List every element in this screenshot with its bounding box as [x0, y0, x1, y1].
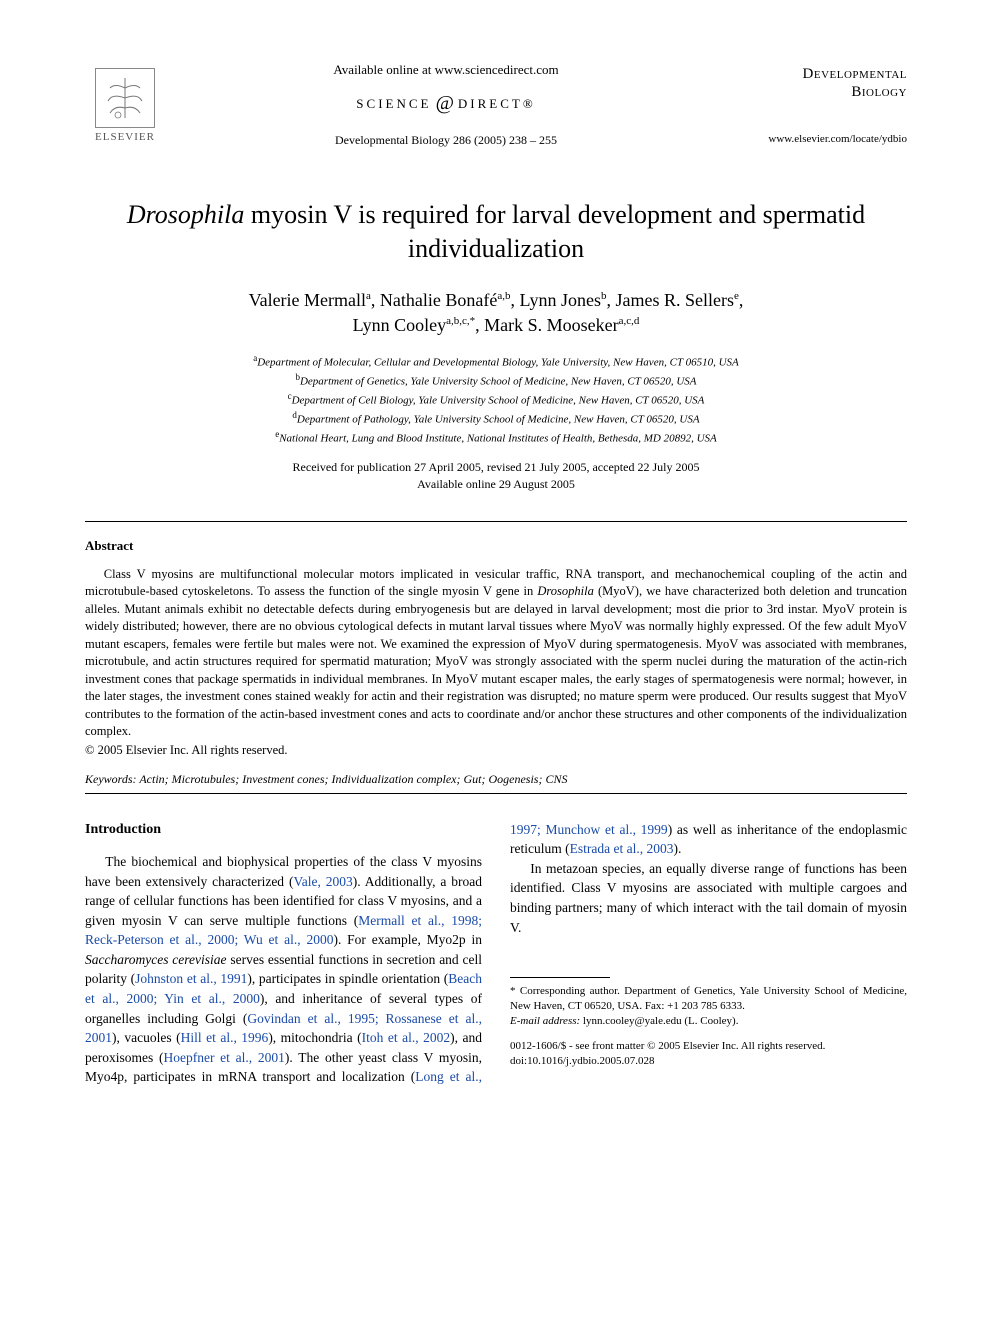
corresponding-author: * Corresponding author. Department of Ge… — [510, 984, 907, 1014]
ref-link[interactable]: Vale, 2003 — [293, 874, 352, 889]
science-direct-logo: SCIENCE @ DIRECT® — [165, 92, 727, 115]
body-section: Introduction The biochemical and biophys… — [85, 820, 907, 1087]
online-date: Available online 29 August 2005 — [417, 477, 575, 491]
title-rest: myosin V is required for larval developm… — [244, 200, 865, 263]
received-date: Received for publication 27 April 2005, … — [293, 460, 700, 474]
divider-top — [85, 521, 907, 522]
keywords: Keywords: Actin; Microtubules; Investmen… — [85, 772, 907, 787]
ref-link[interactable]: Hoepfner et al., 2001 — [163, 1050, 284, 1065]
author-6: Mark S. Mooseker — [484, 315, 618, 335]
header-row: ELSEVIER Available online at www.science… — [85, 60, 907, 150]
copyright: © 2005 Elsevier Inc. All rights reserved… — [85, 743, 907, 758]
introduction-heading: Introduction — [85, 820, 482, 840]
sd-right: DIRECT® — [458, 96, 536, 112]
affiliations: aDepartment of Molecular, Cellular and D… — [85, 352, 907, 447]
keywords-text: Actin; Microtubules; Investment cones; I… — [137, 772, 568, 786]
title-italic: Drosophila — [127, 200, 245, 229]
dates: Received for publication 27 April 2005, … — [85, 459, 907, 493]
author-3: Lynn Jones — [520, 290, 602, 310]
author-1: Valerie Mermall — [249, 290, 366, 310]
abstract-text: Class V myosins are multifunctional mole… — [85, 566, 907, 741]
article-title: Drosophila myosin V is required for larv… — [85, 198, 907, 266]
elsevier-label: ELSEVIER — [95, 131, 155, 143]
abstract-heading: Abstract — [85, 538, 907, 554]
author-2: Nathalie Bonafé — [380, 290, 497, 310]
footnote-block: * Corresponding author. Department of Ge… — [510, 977, 907, 1068]
ref-link[interactable]: Itoh et al., 2002 — [362, 1030, 450, 1045]
intro-para-2: In metazoan species, an equally diverse … — [510, 859, 907, 937]
authors: Valerie Mermalla, Nathalie Bonaféa,b, Ly… — [85, 288, 907, 338]
ref-link[interactable]: Hill et al., 1996 — [181, 1030, 269, 1045]
affiliation-d: Department of Pathology, Yale University… — [297, 414, 700, 426]
affiliation-a: Department of Molecular, Cellular and De… — [257, 357, 739, 369]
elsevier-logo: ELSEVIER — [85, 60, 165, 150]
affiliation-c: Department of Cell Biology, Yale Univers… — [292, 395, 705, 407]
affiliation-e: National Heart, Lung and Blood Institute… — [279, 433, 717, 445]
author-4: James R. Sellers — [616, 290, 735, 310]
footnote-rule — [510, 977, 610, 978]
elsevier-tree-icon — [95, 68, 155, 128]
divider-bottom — [85, 793, 907, 794]
footer-issn: 0012-1606/$ - see front matter © 2005 El… — [510, 1039, 907, 1054]
email-label: E-mail address: — [510, 1015, 580, 1027]
affiliation-b: Department of Genetics, Yale University … — [300, 376, 697, 388]
author-5: Lynn Cooley — [353, 315, 447, 335]
journal-name: Developmental Biology — [727, 65, 907, 101]
sd-left: SCIENCE — [356, 96, 431, 112]
footer-doi: doi:10.1016/j.ydbio.2005.07.028 — [510, 1054, 907, 1069]
ref-link[interactable]: Estrada et al., 2003 — [570, 841, 674, 856]
journal-url: www.elsevier.com/locate/ydbio — [727, 133, 907, 145]
available-online-text: Available online at www.sciencedirect.co… — [165, 62, 727, 78]
sd-at-icon: @ — [435, 92, 453, 115]
ref-link[interactable]: Johnston et al., 1991 — [135, 971, 247, 986]
journal-reference: Developmental Biology 286 (2005) 238 – 2… — [165, 133, 727, 148]
header-right: Developmental Biology www.elsevier.com/l… — [727, 65, 907, 145]
keywords-label: Keywords: — [85, 772, 137, 786]
header-center: Available online at www.sciencedirect.co… — [165, 62, 727, 148]
email-address: lynn.cooley@yale.edu (L. Cooley). — [580, 1015, 738, 1027]
email-line: E-mail address: lynn.cooley@yale.edu (L.… — [510, 1014, 907, 1029]
